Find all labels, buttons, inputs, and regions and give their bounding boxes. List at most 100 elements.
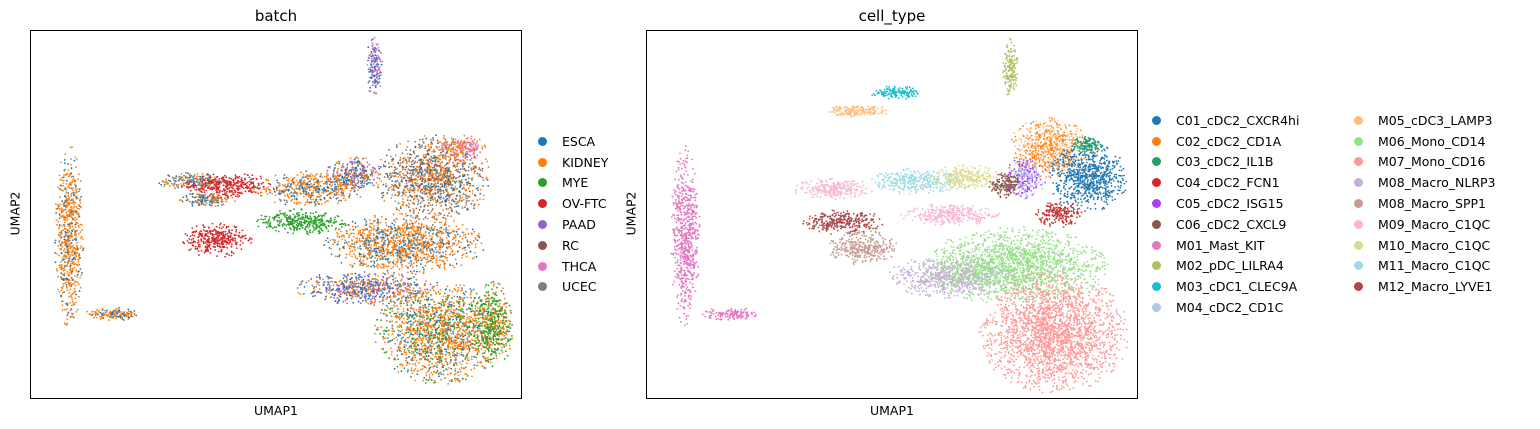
scatter-point [286, 177, 288, 179]
scatter-point [275, 230, 277, 232]
scatter-point [482, 170, 484, 172]
scatter-point [57, 186, 59, 188]
scatter-point [64, 222, 66, 224]
scatter-point [434, 188, 436, 190]
scatter-point [81, 224, 83, 226]
scatter-point [375, 230, 377, 232]
scatter-point [352, 188, 354, 190]
scatter-point [391, 166, 393, 168]
scatter-point [403, 174, 405, 176]
scatter-point [165, 178, 167, 180]
scatter-point [209, 252, 211, 254]
scatter-point [447, 215, 449, 217]
scatter-point [425, 187, 427, 189]
scatter-point [362, 168, 364, 170]
scatter-point [284, 228, 286, 230]
scatter-point [393, 175, 395, 177]
scatter-point [278, 185, 280, 187]
scatter-point [345, 257, 347, 259]
scatter-point [416, 251, 418, 253]
scatter-point [410, 166, 412, 168]
scatter-point [301, 186, 303, 188]
scatter-point [338, 216, 340, 218]
scatter-point [326, 176, 328, 178]
scatter-point [187, 183, 189, 185]
scatter-point [380, 266, 382, 268]
scatter-point [355, 257, 357, 259]
scatter-point [428, 173, 430, 175]
scatter-point [467, 181, 469, 183]
scatter-point [378, 50, 380, 52]
scatter-point [411, 180, 413, 182]
scatter-point [423, 253, 425, 255]
scatter-point [196, 186, 198, 188]
scatter-point [456, 195, 458, 197]
scatter-point [300, 221, 302, 223]
scatter-point [423, 154, 425, 156]
scatter-point [445, 254, 447, 256]
scatter-point [346, 167, 348, 169]
scatter-point [194, 185, 196, 187]
scatter-point [73, 211, 75, 213]
scatter-point [336, 193, 338, 195]
scatter-point [417, 183, 419, 185]
scatter-point [462, 188, 464, 190]
scatter-point [59, 224, 61, 226]
scatter-point [487, 179, 489, 181]
scatter-point [346, 233, 348, 235]
scatter-point [357, 186, 359, 188]
scatter-point [410, 265, 412, 267]
scatter-point [237, 194, 239, 196]
scatter-point [406, 171, 408, 173]
scatter-point [353, 253, 355, 255]
scatter-point [324, 176, 326, 178]
scatter-point [423, 142, 425, 144]
scatter-point [228, 226, 230, 228]
scatter-point [453, 200, 455, 202]
scatter-point [327, 230, 329, 232]
scatter-point [245, 190, 247, 192]
scatter-point [365, 170, 367, 172]
scatter-point [351, 250, 353, 252]
scatter-point [78, 190, 80, 192]
scatter-point [410, 175, 412, 177]
scatter-point [371, 51, 373, 53]
scatter-point [200, 176, 202, 178]
scatter-point [348, 176, 350, 178]
scatter-point [318, 193, 320, 195]
scatter-point [291, 195, 293, 197]
scatter-point [422, 139, 424, 141]
scatter-point [398, 163, 400, 165]
scatter-point [369, 182, 371, 184]
scatter-point [371, 76, 373, 78]
scatter-point [396, 144, 398, 146]
scatter-point [325, 220, 327, 222]
scatter-point [61, 208, 63, 210]
scatter-point [414, 187, 416, 189]
scatter-point [288, 189, 290, 191]
scatter-point [220, 238, 222, 240]
scatter-point [330, 217, 332, 219]
scatter-point [122, 313, 124, 315]
scatter-point [129, 317, 131, 319]
scatter-point [443, 229, 445, 231]
scatter-point [308, 187, 310, 189]
scatter-point [433, 178, 435, 180]
scatter-point [439, 175, 441, 177]
scatter-point [309, 215, 311, 217]
scatter-point [284, 190, 286, 192]
scatter-point [392, 252, 394, 254]
scatter-point [344, 173, 346, 175]
scatter-point [304, 204, 306, 206]
scatter-point [433, 257, 435, 259]
scatter-point [107, 313, 109, 315]
scatter-point [320, 215, 322, 217]
scatter-point [238, 177, 240, 179]
scatter-point [309, 184, 311, 186]
scatter-point [341, 226, 343, 228]
scatter-point [423, 187, 425, 189]
scatter-point [196, 225, 198, 227]
scatter-point [305, 212, 307, 214]
scatter-point [72, 187, 74, 189]
scatter-point [362, 158, 364, 160]
